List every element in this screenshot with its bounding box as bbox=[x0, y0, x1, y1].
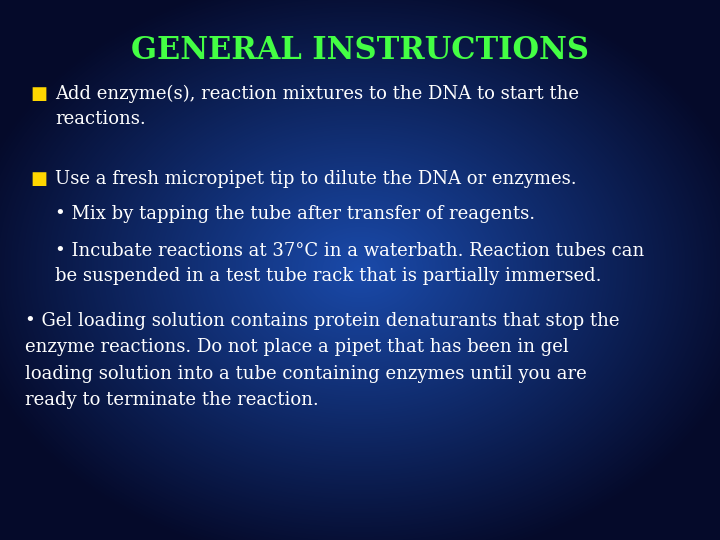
Text: Use a fresh micropipet tip to dilute the DNA or enzymes.: Use a fresh micropipet tip to dilute the… bbox=[55, 170, 577, 188]
Text: Add enzyme(s), reaction mixtures to the DNA to start the
reactions.: Add enzyme(s), reaction mixtures to the … bbox=[55, 85, 579, 128]
Text: ■: ■ bbox=[30, 85, 47, 103]
Text: • Incubate reactions at 37°C in a waterbath. Reaction tubes can
be suspended in : • Incubate reactions at 37°C in a waterb… bbox=[55, 242, 644, 285]
Text: ■: ■ bbox=[30, 170, 47, 188]
Text: • Mix by tapping the tube after transfer of reagents.: • Mix by tapping the tube after transfer… bbox=[55, 205, 535, 223]
Text: • Gel loading solution contains protein denaturants that stop the
enzyme reactio: • Gel loading solution contains protein … bbox=[25, 312, 619, 409]
Text: GENERAL INSTRUCTIONS: GENERAL INSTRUCTIONS bbox=[131, 35, 589, 66]
